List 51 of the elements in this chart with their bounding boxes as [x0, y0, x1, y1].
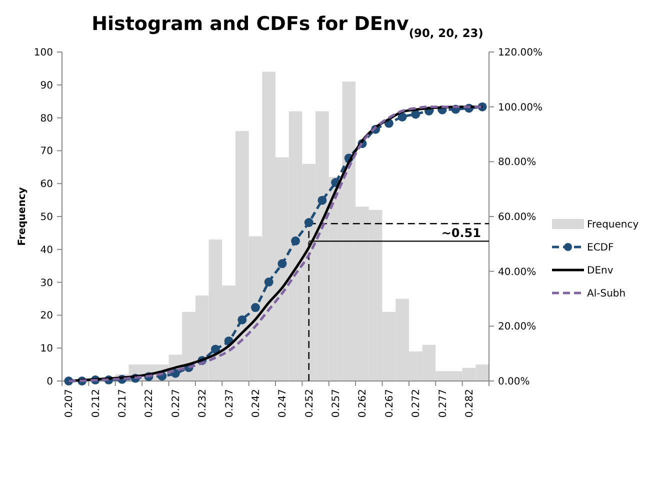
point [278, 259, 287, 268]
y-tick-label: 80 [40, 113, 53, 124]
x-tick-label: 0.242 [250, 389, 262, 418]
y-tick-label: 70 [40, 146, 53, 158]
y2-tick-label: 0.00% [498, 376, 530, 388]
point [264, 278, 274, 287]
x-tick-label: 0.212 [90, 389, 102, 418]
legend-label: ECDF [587, 242, 614, 254]
point [398, 112, 407, 122]
legend-label: Frequency [587, 220, 639, 230]
y-tick-label: 20 [40, 310, 53, 322]
x-tick-label: 0.267 [384, 389, 396, 418]
legend-label: Al-Subh [587, 288, 626, 300]
x-tick-label: 0.237 [224, 389, 236, 418]
y-tick-label: 30 [40, 278, 53, 289]
ref-line-label: ~0.51 [441, 226, 481, 240]
y-tick-label: 0 [46, 376, 53, 388]
x-tick-label: 0.257 [331, 389, 342, 418]
legend-label: DEnv [587, 266, 614, 276]
y-tick-label: 100 [34, 48, 53, 58]
y2-tick-label: 120.00% [498, 48, 542, 58]
x-tick-label: 0.262 [358, 389, 369, 418]
y2-tick-label: 20.00% [498, 322, 536, 333]
y-tick-label: 10 [40, 344, 53, 355]
point [304, 218, 314, 228]
point [411, 110, 420, 119]
x-tick-label: 0.227 [170, 389, 182, 418]
point [210, 344, 220, 354]
y-tick-label: 50 [40, 212, 53, 223]
point [238, 315, 247, 324]
point [291, 236, 300, 246]
x-tick-label: 0.272 [411, 389, 422, 418]
y-tick-label: 40 [40, 244, 53, 256]
x-tick-label: 0.232 [198, 389, 209, 418]
x-tick-label: 0.247 [278, 389, 289, 418]
y-axis-title: Frequency [17, 186, 28, 246]
x-tick-label: 0.207 [64, 389, 76, 418]
y2-tick-label: 40.00% [498, 266, 536, 278]
x-tick-label: 0.277 [438, 389, 449, 418]
y2-tick-label: 100.00% [498, 102, 542, 114]
x-tick-label: 0.282 [464, 389, 476, 418]
y-tick-label: 60 [40, 179, 53, 190]
y2-tick-label: 80.00% [498, 157, 536, 168]
point [318, 196, 327, 205]
x-tick-label: 0.217 [118, 389, 129, 418]
x-tick-label: 0.252 [304, 389, 316, 418]
y-tick-label: 90 [40, 80, 53, 92]
point [250, 303, 260, 312]
x-tick-label: 0.222 [144, 389, 156, 418]
chart-title: Histogram and CDFs for DEnv$_{(90, 20, 23)}$ [92, 13, 484, 40]
y2-tick-label: 60.00% [498, 212, 536, 223]
